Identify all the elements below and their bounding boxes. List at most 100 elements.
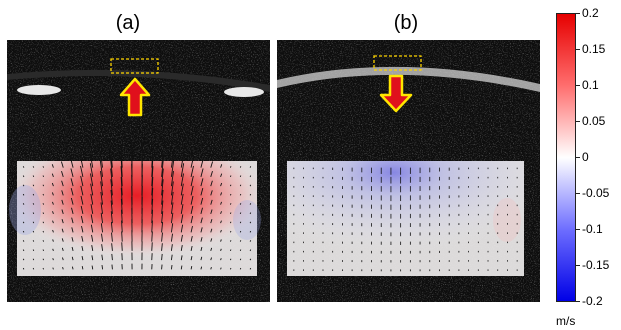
velocity-vector — [90, 204, 94, 214]
velocity-vector — [220, 192, 223, 196]
velocity-vector — [121, 242, 123, 251]
velocity-vector — [120, 144, 123, 168]
velocity-vector — [22, 230, 25, 233]
bright-reflector-left — [17, 85, 61, 95]
velocity-vector — [99, 160, 104, 177]
velocity-vector — [180, 234, 183, 242]
velocity-vector — [151, 144, 154, 168]
velocity-vector — [170, 202, 174, 214]
velocity-vector — [229, 249, 232, 252]
colorbar-tick-label: -0.05 — [582, 186, 610, 200]
velocity-vector — [210, 190, 213, 196]
velocity-vector — [190, 165, 194, 177]
velocity-vector — [210, 170, 213, 178]
velocity-vector — [42, 212, 45, 215]
velocity-vector — [51, 173, 54, 178]
velocity-vector — [180, 204, 184, 214]
velocity-vector — [81, 255, 84, 261]
velocity-vector — [180, 214, 184, 224]
velocity-vector — [42, 230, 45, 233]
velocity-vector — [161, 179, 164, 196]
velocity-vector — [229, 203, 232, 205]
velocity-vector — [61, 218, 64, 224]
velocity-vector — [70, 188, 74, 196]
colorbar-tick-label: -0.1 — [582, 222, 603, 236]
colorbar-tick — [576, 301, 580, 302]
velocity-vector — [200, 188, 204, 196]
velocity-vector — [42, 249, 45, 252]
velocity-vector — [32, 240, 35, 242]
velocity-vector — [90, 214, 94, 224]
velocity-vector — [180, 193, 184, 205]
velocity-vector — [239, 230, 242, 233]
velocity-vector — [100, 170, 104, 187]
velocity-vector — [90, 193, 94, 205]
velocity-vector — [239, 175, 242, 178]
velocity-vector — [249, 212, 252, 215]
velocity-vector — [42, 184, 45, 187]
arrow-down-icon — [379, 74, 413, 113]
velocity-vector — [229, 184, 232, 187]
velocity-vector — [22, 193, 25, 196]
colorbar-tick — [576, 49, 580, 50]
velocity-vector — [61, 190, 64, 196]
velocity-vector — [110, 221, 113, 233]
velocity-vector — [120, 166, 123, 187]
velocity-vector — [42, 221, 45, 224]
velocity-vector — [161, 232, 163, 242]
colorbar-tick-label: 0 — [582, 150, 589, 164]
velocity-vector — [220, 173, 223, 178]
velocity-vector — [61, 199, 64, 205]
tissue-layer — [7, 69, 270, 92]
velocity-vector — [62, 266, 64, 270]
velocity-vector — [52, 248, 54, 252]
velocity-vector — [229, 267, 232, 270]
velocity-vector — [121, 220, 123, 233]
colorbar-tick-label: 0.05 — [582, 114, 606, 128]
velocity-vector — [42, 175, 45, 178]
velocity-vector — [101, 265, 104, 270]
velocity-vector — [100, 223, 104, 233]
velocity-vector — [220, 258, 222, 261]
velocity-vector — [220, 211, 222, 215]
velocity-vector — [32, 175, 35, 178]
velocity-vector — [52, 229, 54, 233]
velocity-vector — [161, 157, 164, 177]
velocity-vector — [81, 225, 84, 233]
velocity-vector — [229, 258, 232, 261]
velocity-vector — [190, 235, 193, 242]
velocity-vector — [170, 223, 174, 233]
velocity-vector — [220, 220, 222, 224]
velocity-vector — [151, 209, 153, 224]
velocity-vector — [121, 209, 123, 224]
velocity-vector — [161, 243, 163, 251]
velocity-vector — [229, 221, 232, 224]
velocity-vector — [180, 152, 185, 168]
velocity-colorbar — [556, 13, 576, 302]
colorbar-tick — [576, 265, 580, 266]
roi-box — [110, 58, 159, 74]
velocity-vector — [110, 189, 113, 205]
velocity-vector — [80, 175, 84, 187]
velocity-vector — [151, 187, 154, 205]
colorbar-tick — [576, 157, 580, 158]
colorbar-tick — [576, 193, 580, 194]
velocity-vector — [190, 215, 194, 224]
velocity-vector — [200, 256, 203, 261]
velocity-vector — [52, 201, 54, 205]
velocity-vector — [220, 267, 222, 270]
velocity-vector — [170, 212, 174, 224]
velocity-vector — [200, 246, 203, 251]
velocity-vector — [220, 248, 222, 252]
velocity-vector — [249, 175, 252, 178]
velocity-vector — [200, 207, 203, 214]
velocity-vector — [111, 243, 113, 251]
velocity-vector — [42, 193, 45, 196]
colorbar-tick-label: 0.1 — [582, 78, 599, 92]
velocity-vector — [81, 235, 84, 242]
velocity-vector — [151, 220, 153, 233]
velocity-vector — [70, 197, 74, 205]
velocity-vector — [229, 230, 232, 233]
velocity-vector — [71, 217, 74, 224]
velocity-vector — [161, 147, 165, 168]
